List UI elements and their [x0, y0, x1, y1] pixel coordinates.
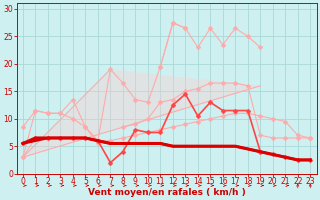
Polygon shape — [23, 69, 260, 157]
X-axis label: Vent moyen/en rafales ( km/h ): Vent moyen/en rafales ( km/h ) — [88, 188, 245, 197]
